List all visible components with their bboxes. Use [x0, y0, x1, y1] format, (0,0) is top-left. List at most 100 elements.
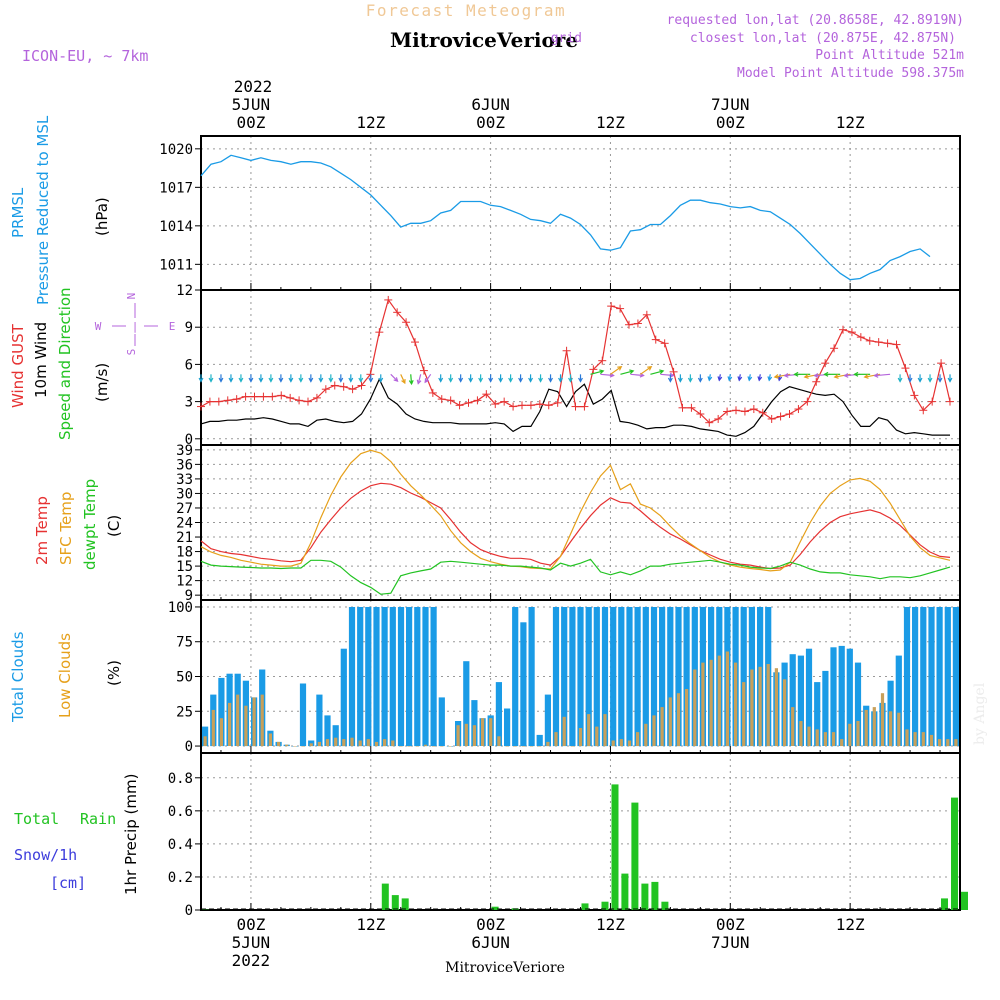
total-cloud-bar — [463, 661, 470, 746]
low-cloud-bar — [481, 718, 485, 746]
wind-direction-arrow — [937, 374, 943, 383]
wind-direction-arrow — [228, 374, 234, 383]
gust-marker — [874, 338, 883, 347]
supertitle: Forecast Meteogram — [366, 1, 566, 20]
total-cloud-bar — [683, 607, 690, 747]
low-cloud-bar — [668, 697, 672, 747]
compass-s: S — [125, 349, 138, 356]
gust-marker — [571, 402, 580, 411]
gust-marker — [437, 395, 446, 404]
low-cloud-bar — [864, 709, 868, 747]
gust-marker — [446, 396, 455, 405]
total-cloud-bar — [340, 648, 347, 747]
total-cloud-bar — [406, 607, 413, 747]
low-cloud-bar — [203, 736, 207, 746]
bottom-hour-label: 00Z — [716, 915, 745, 934]
low-cloud-bar — [415, 746, 419, 747]
location-title: MitroviceVeriore — [390, 28, 578, 52]
low-cloud-bar — [783, 679, 787, 747]
gust-marker — [919, 406, 928, 415]
wind-direction-arrow — [378, 374, 384, 383]
gust-marker — [758, 408, 767, 417]
wind-direction-arrow — [793, 371, 811, 377]
low-cloud-bar — [325, 739, 330, 747]
gust-marker — [482, 390, 491, 399]
temp-label-2m: 2m Temp — [33, 496, 51, 565]
wind-direction-arrow — [278, 374, 284, 383]
y-tick-label: 0.8 — [168, 771, 193, 787]
low-cloud-bar — [587, 714, 591, 747]
wind-direction-arrow — [873, 372, 891, 378]
total-cloud-bar — [659, 607, 666, 747]
gust-marker — [223, 396, 232, 405]
rain-bar — [641, 883, 649, 910]
low-cloud-bar — [774, 668, 778, 747]
rain-bar — [941, 898, 948, 910]
total-cloud-bar — [618, 607, 625, 747]
wind-panel: 0 3 6 9 12 — [176, 283, 961, 448]
low-cloud-bar — [595, 726, 599, 747]
wind-direction-arrow — [907, 374, 913, 383]
low-cloud-bar — [317, 741, 321, 747]
wind-direction-arrow — [298, 374, 304, 383]
low-cloud-bar — [538, 746, 542, 747]
low-cloud-bar — [807, 726, 811, 747]
gust-marker — [767, 414, 776, 423]
total-cloud-bar — [822, 670, 829, 746]
wind-direction-arrow — [853, 371, 871, 377]
y-tick-label: 15 — [176, 559, 193, 575]
rain-bar — [651, 881, 659, 910]
clouds-label-low: Low Clouds — [56, 633, 74, 718]
gust-marker — [339, 382, 348, 391]
low-cloud-bar — [652, 715, 656, 746]
low-cloud-bar — [554, 732, 558, 746]
total-cloud-bar — [903, 607, 911, 747]
gust-marker — [321, 385, 330, 394]
wind-direction-arrow — [687, 374, 693, 383]
gust-marker — [803, 397, 812, 406]
low-cloud-bar — [636, 732, 640, 746]
wind-direction-arrow — [498, 374, 504, 383]
low-cloud-bar — [244, 705, 248, 746]
y-tick-label: 27 — [176, 501, 193, 517]
gust-marker — [214, 397, 223, 406]
wind-direction-arrow — [248, 374, 254, 383]
low-cloud-bar — [889, 711, 893, 747]
wind-direction-arrow — [927, 374, 933, 383]
low-cloud-bar — [383, 739, 387, 747]
top-date-label: 5JUN — [232, 95, 271, 114]
total-cloud-bar — [944, 607, 951, 747]
top-date-label: 6JUN — [471, 95, 510, 114]
bottom-hour-label: 12Z — [596, 915, 625, 934]
gust-marker — [491, 400, 500, 409]
low-cloud-bar — [464, 723, 468, 747]
wind-direction-arrow — [558, 374, 563, 383]
wind-direction-arrow — [328, 374, 334, 383]
y-tick-label: 1017 — [159, 180, 193, 196]
low-cloud-bar — [399, 746, 403, 747]
wind-direction-arrow — [897, 374, 903, 383]
gust-marker — [812, 377, 821, 386]
low-cloud-bar — [799, 721, 803, 746]
low-cloud-bar — [374, 741, 379, 747]
gust-marker — [509, 402, 518, 411]
y-tick-label: 0.4 — [168, 837, 193, 853]
point-altitude: Point Altitude 521m — [815, 48, 964, 63]
gust-marker — [856, 333, 865, 342]
wind-direction-arrow — [823, 371, 841, 377]
wind-direction-arrow — [707, 374, 713, 382]
total-cloud-bar — [952, 607, 959, 747]
gust-marker — [375, 328, 384, 337]
model-altitude: Model Point Altitude 598.375m — [737, 66, 964, 81]
total-cloud-bar — [830, 647, 837, 747]
gust-marker — [393, 308, 402, 317]
bottom-date-label: 5JUN — [232, 933, 271, 952]
wind-direction-arrow — [667, 374, 673, 383]
low-cloud-bar — [521, 746, 525, 747]
gust-marker — [205, 397, 214, 406]
temp-label-dewpt: dewpt Temp — [81, 479, 99, 570]
gust-marker — [384, 295, 393, 304]
wind-direction-arrow — [478, 374, 484, 383]
wind-direction-arrow — [727, 374, 733, 382]
low-cloud-bar — [407, 746, 411, 747]
